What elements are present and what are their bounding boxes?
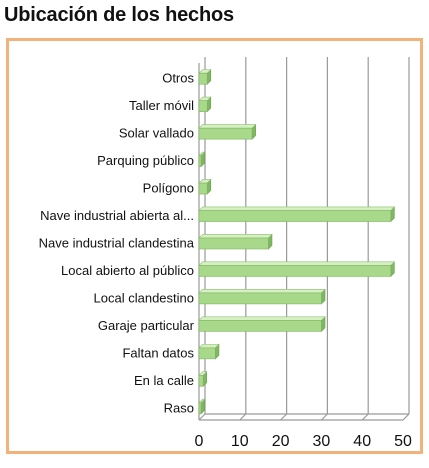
category-label: Nave industrial abierta al... [40,208,194,223]
x-tick-label: 30 [313,433,331,450]
x-tick-label: 40 [353,433,371,450]
bar-10 [198,343,220,360]
bar-top-face [198,316,326,321]
category-labels: Otros Taller móvil Solar vallado Parquing p… [39,71,195,416]
bar-9 [198,316,326,333]
category-label: Local clandestino [94,290,194,305]
floor-connector-0 [198,413,206,421]
category-label: Faltan datos [122,345,194,360]
bar-top-face [198,289,326,294]
category-label: Parquing público [97,153,194,168]
bar-front-face [198,265,392,277]
bar-0 [198,68,212,85]
bar-11 [198,370,208,388]
x-tick-label: 20 [272,433,290,450]
category-label: Otros [162,71,194,86]
bar-front-face [198,182,208,195]
floor-connector-40 [361,413,369,421]
floor-connector-30 [320,413,328,421]
category-label: En la calle [134,373,194,388]
x-tick-label: 0 [195,433,204,450]
bar-front-face [198,320,322,332]
x-tick-labels: 0 10 20 30 40 50 [195,433,412,450]
bar-front-face [198,127,253,140]
bar-top-face [198,206,396,211]
floor-connector-50 [402,413,410,421]
category-label: Solar vallado [119,126,194,141]
bar-front-face [198,292,322,305]
bar-front-face [198,402,202,415]
bar-1 [198,96,212,113]
chart-frame [6,38,423,454]
bar-top-face [198,261,396,266]
category-label: Local abierto al público [61,263,194,278]
bar-front-face [198,100,208,112]
bar-front-face [198,210,392,222]
category-label: Garaje particular [98,318,195,333]
bar-top-face [198,124,257,129]
bar-top-face [198,234,273,239]
bar-2 [198,123,257,140]
category-label: Taller móvil [129,98,194,113]
bar-7 [198,261,396,278]
category-label: Raso [164,400,194,415]
category-label: Polígono [143,181,194,196]
bar-front-face [198,375,204,387]
chart-title: Ubicación de los hechos [4,4,234,26]
bar-top-face [198,343,220,349]
floor-connector-20 [280,413,288,421]
bar-5 [198,206,396,223]
bar-3 [198,151,206,168]
bar-front-face [198,237,269,250]
x-tick-label: 10 [231,433,249,450]
category-label: Nave industrial clandestina [39,236,195,251]
bar-front-face [198,155,202,167]
bar-6 [198,233,273,250]
bar-12 [198,398,206,415]
x-tick-label: 50 [394,433,412,450]
floor-connector-10 [239,413,247,421]
bars [198,68,396,415]
bar-8 [198,288,326,305]
bar-4 [198,178,212,195]
bar-front-face [198,347,216,360]
bar-front-face [198,72,208,85]
